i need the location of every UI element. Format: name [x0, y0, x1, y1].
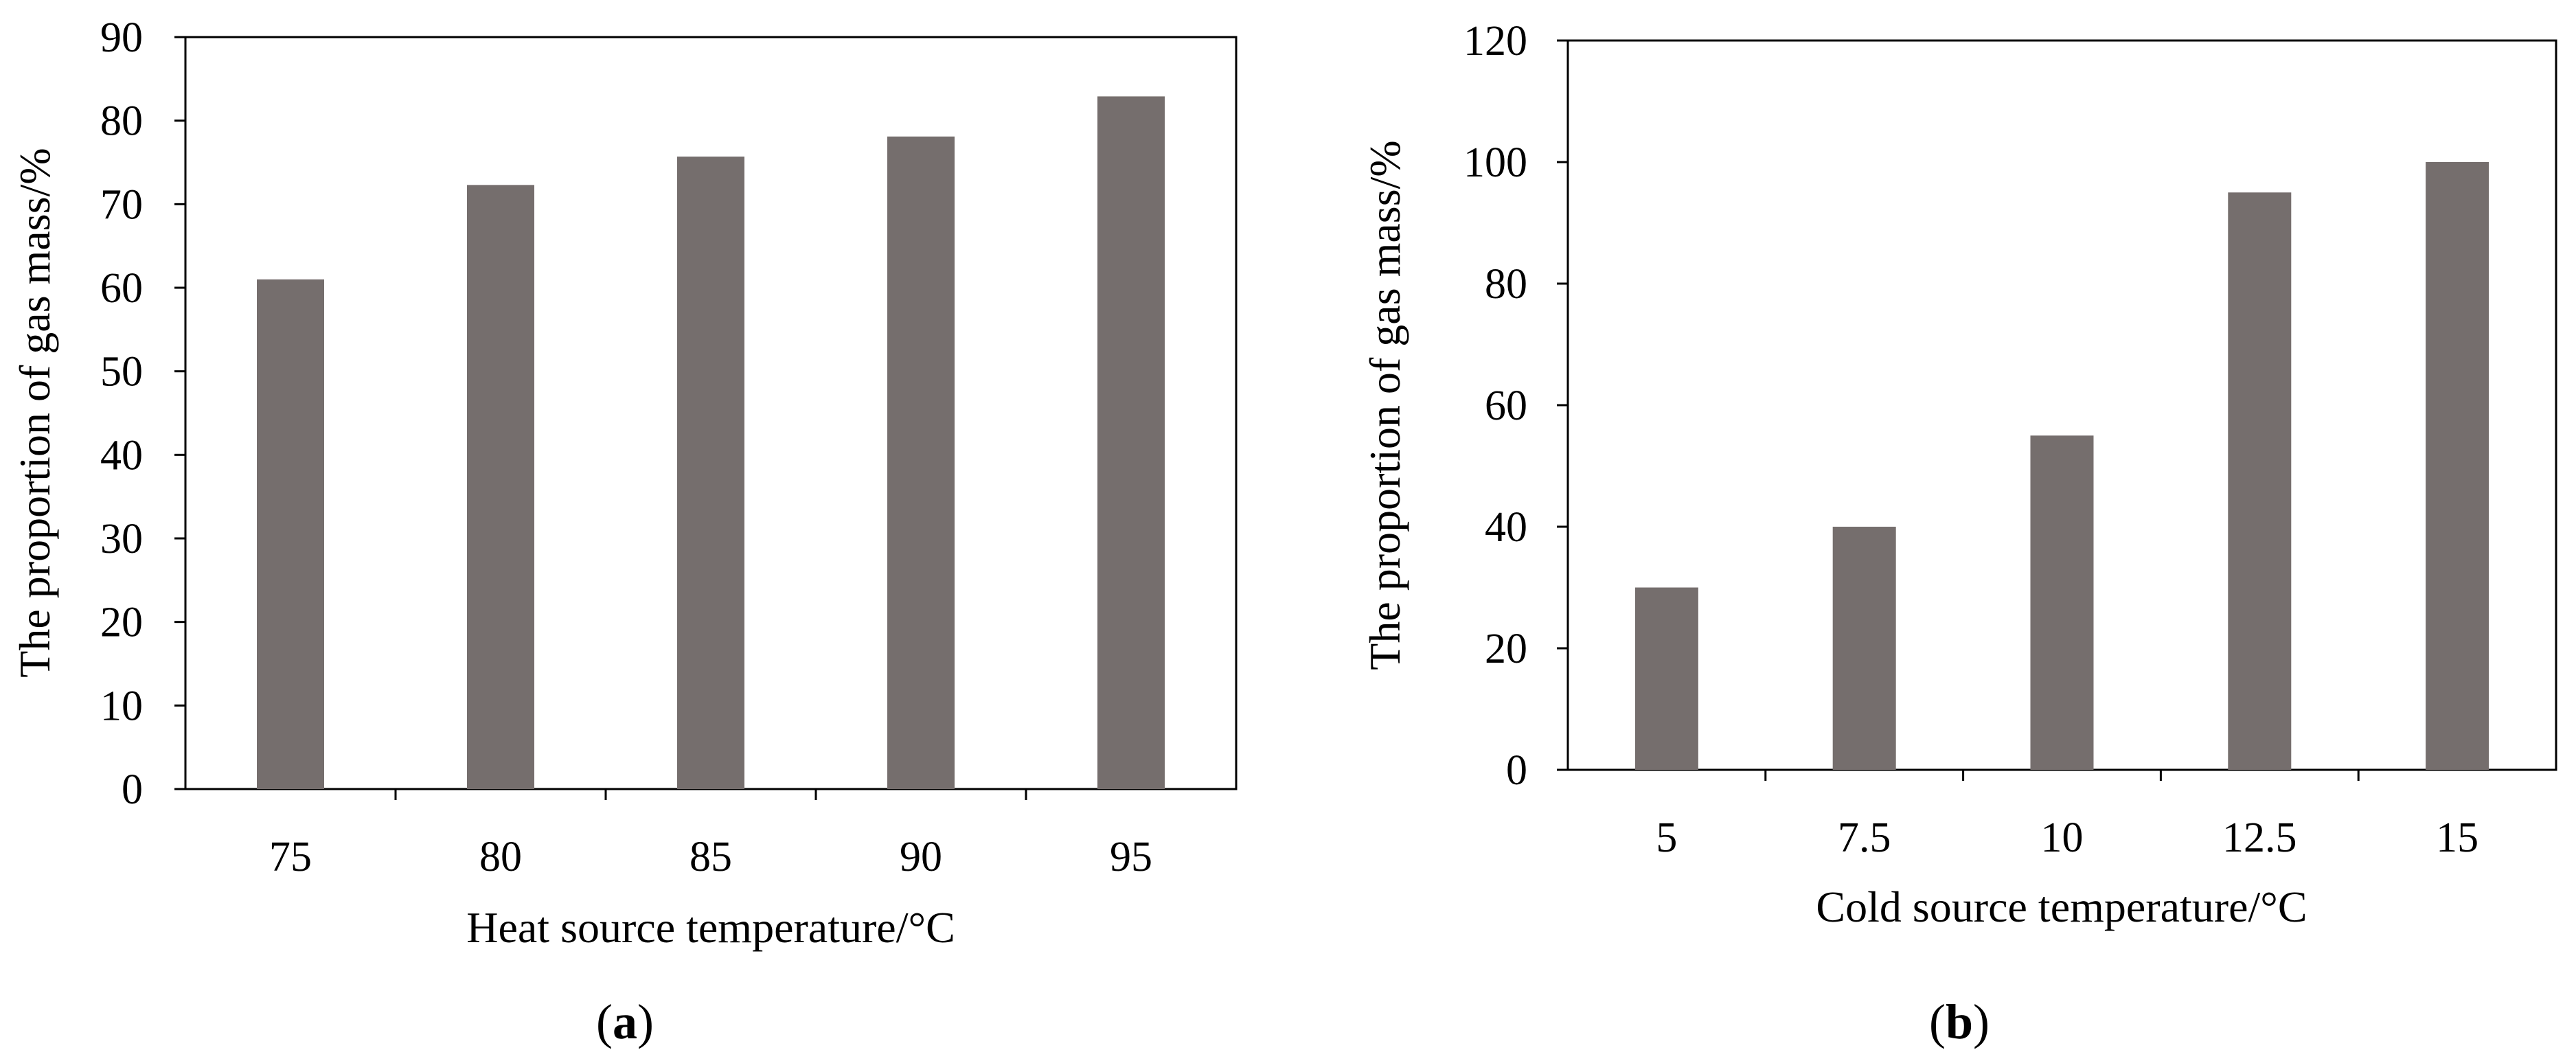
y-tick-label-a: 0	[122, 766, 143, 813]
y-tick-label-a: 70	[100, 181, 143, 228]
bar-a-75	[257, 279, 324, 789]
x-tick-label-a: 95	[1110, 834, 1152, 880]
panel-letter-b: b	[1946, 994, 1973, 1049]
bar-b-10	[2030, 435, 2094, 770]
y-tick-label-b: 100	[1463, 139, 1527, 186]
y-tick-label-a: 80	[100, 98, 143, 145]
y-tick-label-a: 90	[100, 14, 143, 61]
y-tick-label-a: 20	[100, 600, 143, 646]
bar-b-5	[1634, 587, 1698, 770]
bar-a-90	[887, 136, 955, 790]
y-tick-labels-a: 0 10 20 30 40 50 60 70 80 90	[100, 14, 185, 813]
x-tick-label-a: 85	[689, 834, 732, 880]
bar-a-95	[1097, 96, 1165, 790]
bar-a-80	[467, 185, 534, 790]
y-axis-title-a: The proportion of gas mass/%	[10, 148, 59, 677]
y-tick-label-a: 50	[100, 349, 143, 396]
chart-panel-b: 0 20 40 60 80 100 120 5 7.5 10 12.5 15 Cold source…	[1360, 18, 2557, 1049]
y-tick-label-a: 30	[100, 516, 143, 562]
y-tick-label-a: 10	[100, 683, 143, 729]
x-axis-title-a: Heat source temperature/°C	[466, 903, 955, 952]
x-tick-label-a: 75	[269, 834, 312, 880]
y-axis-title-b: The proportion of gas mass/%	[1360, 140, 1409, 670]
y-tick-label-a: 60	[100, 265, 143, 312]
y-tick-label-b: 40	[1485, 504, 1527, 551]
y-tick-label-a: 40	[100, 432, 143, 479]
x-tick-label-b: 7.5	[1838, 814, 1891, 861]
x-tick-label-a: 90	[900, 834, 942, 880]
x-tick-label-a: 80	[479, 834, 522, 880]
bar-b-12_5	[2228, 192, 2292, 770]
x-tick-labels-a: 75 80 85 90 95	[269, 789, 1152, 880]
y-tick-label-b: 120	[1463, 18, 1527, 65]
y-tick-label-b: 20	[1485, 626, 1527, 672]
bars-b	[1634, 162, 2489, 770]
x-axis-title-b: Cold source temperature/°C	[1816, 882, 2307, 931]
bars-a	[257, 96, 1165, 790]
x-tick-label-b: 5	[1656, 814, 1677, 861]
panel-label-a: (a)	[596, 994, 654, 1049]
x-tick-label-b: 12.5	[2222, 814, 2297, 861]
y-tick-label-b: 60	[1485, 383, 1527, 429]
y-tick-labels-b: 0 20 40 60 80 100 120	[1463, 18, 1568, 794]
x-tick-label-b: 10	[2041, 814, 2084, 861]
bar-b-7_5	[1832, 527, 1896, 770]
panel-letter-a: a	[613, 994, 637, 1049]
bar-b-15	[2426, 162, 2489, 770]
x-tick-label-b: 15	[2436, 814, 2478, 861]
panel-label-b: (b)	[1929, 994, 1990, 1049]
bar-a-85	[677, 156, 744, 789]
y-tick-label-b: 0	[1506, 747, 1527, 794]
chart-panel-a: 0 10 20 30 40 50 60 70 80 90 75 80 85 90 95 Heat sour…	[10, 14, 1238, 1049]
y-tick-label-b: 80	[1485, 261, 1527, 308]
x-tick-labels-b: 5 7.5 10 12.5 15	[1656, 770, 2478, 861]
